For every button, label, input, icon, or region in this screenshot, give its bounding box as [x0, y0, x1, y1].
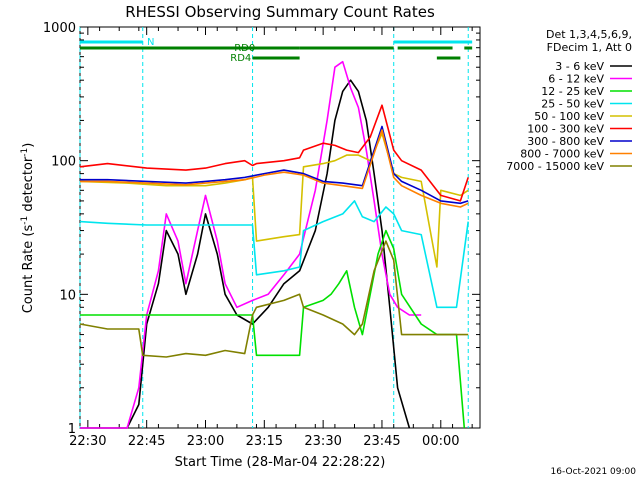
- series-line-9: [79, 240, 469, 358]
- plot-area: 22:30 22:45 23:00 23:15 23:30 23:45 00:00 1 10 10…: [43, 21, 481, 449]
- series-line-7: [80, 125, 469, 205]
- legend-label: 3 - 6 keV: [555, 60, 604, 73]
- x-tick-label: 23:30: [304, 434, 341, 449]
- legend-label: 50 - 100 keV: [534, 110, 604, 123]
- x-tick-label: 23:45: [363, 434, 400, 449]
- y-tick-label: 100: [51, 155, 76, 170]
- y-axis-label: Count Rate (s-1 detector-1): [20, 143, 36, 314]
- detector-info: Det 1,3,4,5,6,9,FDecim 1, Att 0: [546, 28, 632, 54]
- series-line-2: [80, 60, 422, 429]
- legend-label: 800 - 7000 keV: [520, 148, 604, 161]
- x-tick-label: 23:00: [187, 434, 224, 449]
- x-tick-label: 22:30: [69, 434, 106, 449]
- series-line-3: [80, 229, 466, 429]
- x-axis-label: Start Time (28-Mar-04 22:28:22): [175, 455, 386, 470]
- legend-label: 7000 - 15000 keV: [506, 160, 604, 173]
- series-line-8: [80, 129, 469, 208]
- info-line: Det 1,3,4,5,6,9,: [546, 28, 632, 41]
- legend-label: 6 - 12 keV: [548, 73, 604, 86]
- x-tick-label: 23:15: [246, 434, 283, 449]
- chart-title: RHESSI Observing Summary Count Rates: [125, 3, 435, 21]
- plot-frame: [79, 26, 481, 429]
- flag-label-n: N: [147, 37, 154, 48]
- x-tick-label: 22:45: [128, 434, 165, 449]
- series-line-6: [79, 104, 469, 202]
- x-tick-label: 00:00: [422, 434, 459, 449]
- y-tick-label: 1000: [43, 21, 76, 36]
- series-line-5: [79, 132, 469, 268]
- series-line-4: [79, 200, 469, 309]
- legend-label: 100 - 300 keV: [527, 123, 604, 136]
- date-stamp: 16-Oct-2021 09:00: [551, 467, 637, 477]
- series-line-1: [80, 79, 411, 429]
- y-tick-label: 1: [68, 422, 76, 437]
- legend-label: 12 - 25 keV: [541, 85, 604, 98]
- flag-label-rd4: RD4: [230, 53, 251, 64]
- legend-label: 25 - 50 keV: [541, 98, 604, 111]
- info-line: FDecim 1, Att 0: [547, 41, 632, 54]
- flag-label-rd0: RD0: [234, 43, 255, 54]
- legend-label: 300 - 800 keV: [527, 135, 604, 148]
- y-tick-label: 10: [59, 288, 76, 303]
